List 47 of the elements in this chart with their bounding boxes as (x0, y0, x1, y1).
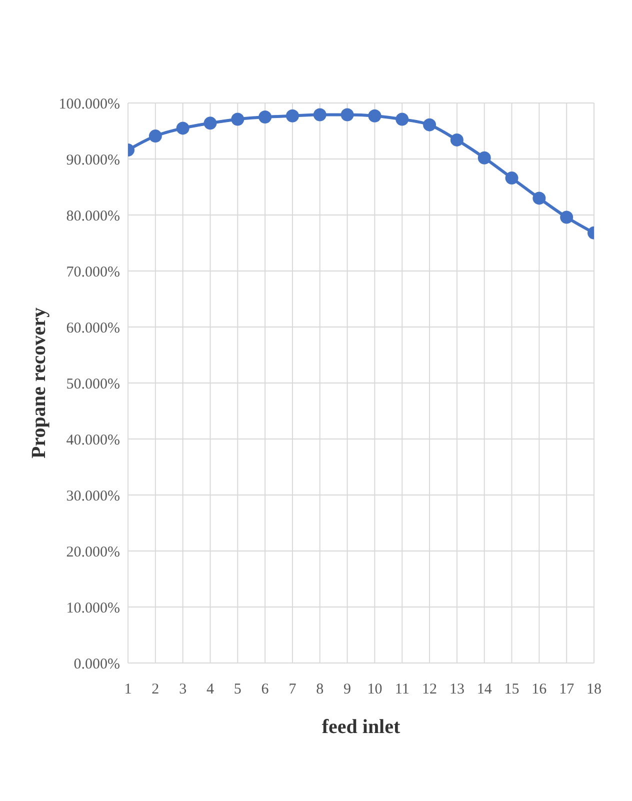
x-tick-label: 8 (316, 682, 324, 698)
point (204, 116, 217, 130)
y-tick-label: 60.000% (66, 320, 120, 336)
x-tick-label: 16 (532, 682, 548, 698)
point (286, 109, 299, 122)
x-tick-label: 14 (476, 682, 492, 698)
x-tick-label: 1 (124, 682, 132, 698)
x-tick-label: 15 (504, 682, 520, 698)
y-tick-label: 30.000% (66, 488, 120, 504)
point (478, 151, 491, 164)
x-tick-label: 17 (559, 682, 575, 698)
point (313, 108, 326, 122)
y-tick-label: 40.000% (66, 432, 120, 448)
y-axis-title: Propane recovery (28, 308, 50, 458)
x-tick-label: 11 (394, 682, 410, 698)
point (505, 172, 518, 185)
y-tick-label: 90.000% (66, 152, 120, 168)
x-tick-label: 2 (152, 682, 160, 698)
y-tick-label: 0.000% (74, 656, 120, 672)
x-tick-label: 3 (179, 682, 187, 698)
x-tick-label: 4 (206, 682, 214, 698)
point (560, 210, 574, 224)
x-tick-label: 10 (367, 682, 382, 698)
point (231, 112, 244, 126)
x-tick-label: 12 (422, 682, 438, 698)
point (176, 122, 190, 135)
point (532, 192, 546, 205)
point (340, 108, 354, 122)
point (450, 133, 464, 146)
y-tick-label: 70.000% (66, 264, 120, 280)
point (423, 118, 436, 132)
x-tick-label: 7 (288, 682, 297, 698)
y-tick-label: 80.000% (66, 208, 120, 224)
x-tick-label: 6 (261, 682, 270, 698)
y-tick-label: 20.000% (66, 544, 120, 560)
x-tick-label: 13 (449, 682, 464, 698)
point (258, 110, 272, 124)
x-tick-label: 18 (586, 682, 602, 698)
y-tick-label: 50.000% (66, 376, 120, 392)
x-tick-label: 5 (234, 682, 242, 698)
point (396, 112, 409, 126)
x-axis-title: feed inlet (322, 716, 400, 738)
y-tick-label: 10.000% (66, 600, 120, 616)
y-tick-label: 100.000% (58, 96, 120, 112)
point (368, 109, 382, 122)
x-tick-label: 9 (344, 682, 352, 698)
point (148, 130, 162, 143)
